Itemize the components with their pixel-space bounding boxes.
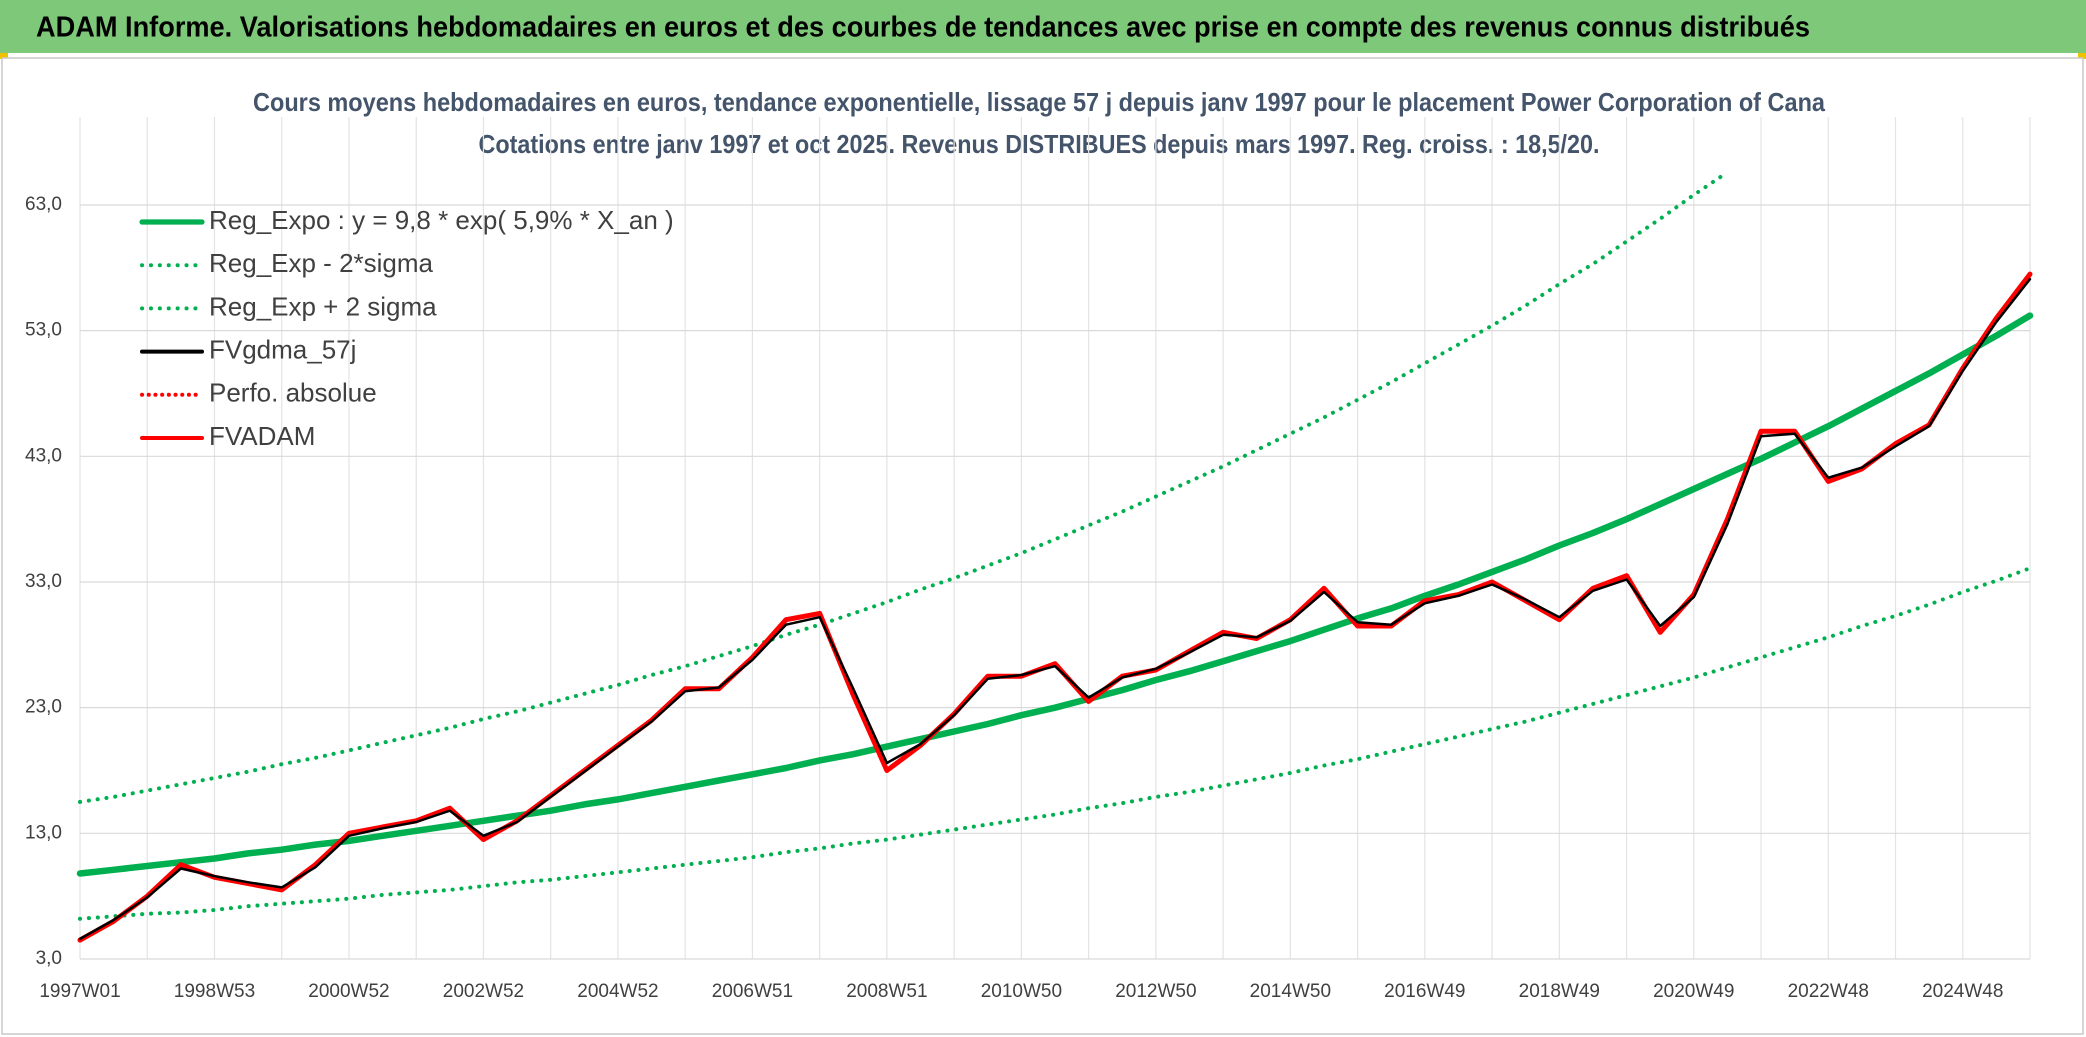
x-tick-label: 2018W49: [1519, 981, 1600, 1002]
corner: [2078, 53, 2086, 59]
legend-label: Reg_Expo : y = 9,8 * exp( 5,9% * X_an ): [209, 205, 674, 235]
legend-label: Reg_Exp + 2 sigma: [209, 291, 437, 321]
series-line: [78, 566, 2032, 921]
x-tick-label: 2022W48: [1788, 981, 1869, 1002]
y-tick-label: 43,0: [25, 445, 62, 466]
x-tick-label: 2020W49: [1653, 981, 1734, 1002]
legend-label: Perfo. absolue: [209, 378, 377, 408]
x-tick-label: 2004W52: [577, 981, 658, 1002]
x-tick-label: 2000W52: [308, 981, 389, 1002]
corner: [0, 53, 8, 59]
x-tick-label: 2010W50: [981, 981, 1062, 1002]
x-tick-label: 2002W52: [443, 981, 524, 1002]
x-tick-label: 2012W50: [1115, 981, 1196, 1002]
y-tick-label: 23,0: [25, 697, 62, 718]
x-tick-label: 1998W53: [174, 981, 255, 1002]
y-tick-label: 3,0: [36, 948, 62, 969]
legend-label: FVADAM: [209, 421, 315, 451]
header-band: [0, 0, 2086, 53]
x-tick-label: 2008W51: [846, 981, 927, 1002]
legend-label: FVgdma_57j: [209, 334, 356, 364]
y-tick-label: 13,0: [25, 822, 62, 843]
chart-subtitle: Cotations entre janv 1997 et oct 2025. R…: [479, 129, 1600, 159]
x-tick-label: 2006W51: [712, 981, 793, 1002]
y-tick-label: 63,0: [25, 194, 62, 215]
x-tick-label: 2016W49: [1384, 981, 1465, 1002]
x-tick-label: 2024W48: [1922, 981, 2003, 1002]
series-line: [78, 277, 2032, 941]
series-line: [76, 312, 2034, 877]
y-tick-label: 33,0: [25, 571, 62, 592]
x-tick-label: 2014W50: [1250, 981, 1331, 1002]
legend-label: Reg_Exp - 2*sigma: [209, 248, 434, 278]
x-tick-label: 1997W01: [39, 981, 120, 1002]
header-title: ADAM Informe. Valorisations hebdomadaire…: [36, 12, 1810, 44]
y-tick-label: 53,0: [25, 320, 62, 341]
chart-title: Cours moyens hebdomadaires en euros, ten…: [253, 87, 1825, 117]
